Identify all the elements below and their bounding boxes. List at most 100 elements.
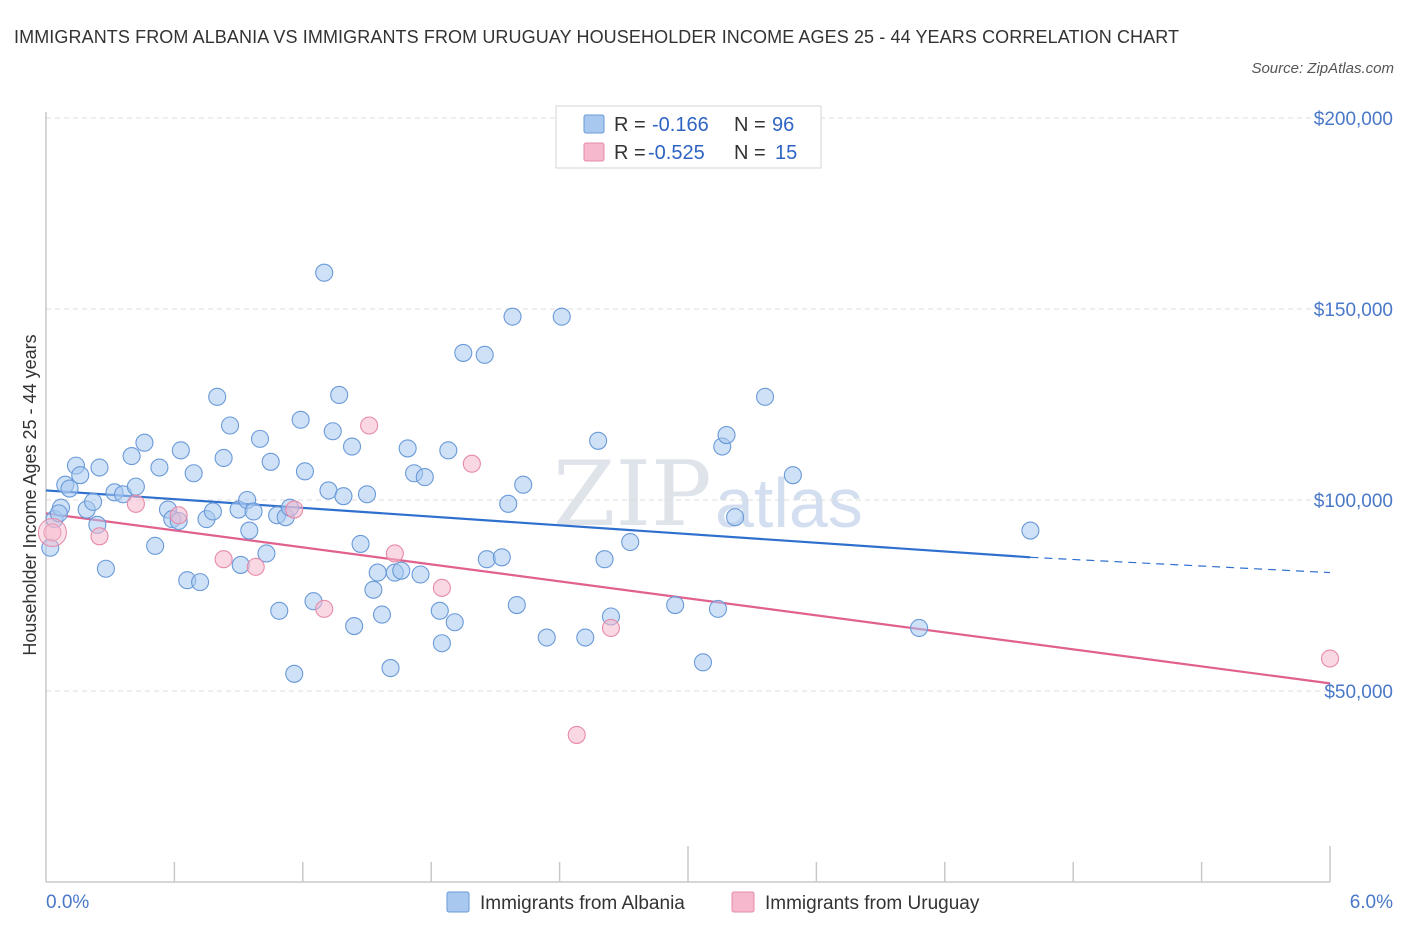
data-point-albania	[503, 307, 522, 326]
data-point-albania	[507, 595, 526, 615]
data-point-uruguay	[385, 544, 404, 563]
data-point-uruguay	[601, 618, 621, 638]
data-point-albania	[90, 458, 109, 477]
data-point-albania	[368, 563, 387, 582]
data-point-albania	[257, 544, 276, 563]
data-point-albania	[576, 628, 595, 647]
data-point-albania	[122, 447, 141, 466]
data-point-uruguay	[126, 494, 145, 513]
legend-n-value-albania: 96	[772, 114, 794, 136]
legend-swatch-albania	[583, 114, 605, 134]
data-point-albania	[492, 548, 511, 567]
data-point-uruguay	[567, 725, 586, 744]
legend-r-value-albania: -0.166	[652, 114, 709, 136]
data-point-uruguay	[462, 454, 481, 473]
data-point-albania	[415, 468, 434, 487]
data-point-albania	[334, 487, 353, 506]
legend-swatch-uruguay	[583, 142, 605, 162]
data-point-albania	[244, 502, 263, 521]
data-point-albania	[285, 664, 304, 683]
data-point-albania	[910, 618, 929, 638]
data-point-albania	[351, 534, 370, 553]
data-point-albania	[381, 659, 400, 678]
legend-r-value-uruguay: -0.525	[648, 142, 705, 164]
data-point-albania	[261, 452, 280, 471]
series-legend: Immigrants from Albania Immigrants from …	[446, 891, 980, 914]
data-point-uruguay	[315, 599, 334, 618]
data-point-albania	[60, 479, 79, 498]
data-point-albania	[208, 387, 227, 406]
data-point-albania	[589, 431, 608, 450]
data-point-uruguay	[246, 557, 265, 576]
data-point-albania	[666, 595, 685, 615]
data-point-albania	[693, 653, 713, 672]
legend-r-label-albania: R =	[614, 114, 646, 136]
data-point-albania	[726, 508, 745, 527]
data-point-albania	[454, 343, 473, 362]
data-point-albania	[755, 387, 775, 406]
data-point-uruguay	[360, 416, 379, 435]
data-point-albania	[135, 433, 154, 452]
data-point-albania	[146, 536, 165, 555]
data-point-uruguay	[214, 550, 233, 569]
data-point-uruguay	[90, 527, 109, 546]
data-point-albania	[150, 458, 169, 477]
series-legend-swatch-uruguay	[731, 891, 755, 913]
y-tick-label: $200,000	[1314, 109, 1393, 130]
data-point-uruguay	[285, 500, 304, 519]
series-legend-label-albania: Immigrants from Albania	[480, 893, 685, 914]
data-point-uruguay	[43, 523, 62, 542]
data-point-albania	[71, 466, 90, 485]
data-point-albania	[330, 385, 349, 405]
data-point-albania	[295, 462, 314, 481]
data-point-albania	[411, 565, 430, 584]
axes	[45, 112, 1331, 883]
legend-n-label-uruguay: N =	[734, 142, 766, 164]
data-point-albania	[477, 550, 496, 569]
trend-extension-albania	[1030, 556, 1331, 574]
data-point-albania	[717, 426, 736, 445]
data-point-albania	[345, 617, 364, 636]
trend-line-albania	[45, 489, 1031, 559]
data-point-albania	[552, 307, 571, 326]
data-point-albania	[499, 494, 518, 513]
data-point-albania	[270, 601, 289, 620]
series-legend-label-uruguay: Immigrants from Uruguay	[765, 893, 980, 914]
data-point-albania	[783, 466, 802, 485]
legend-n-label-albania: N =	[734, 114, 766, 136]
data-point-albania	[49, 504, 68, 523]
data-point-albania	[445, 613, 464, 632]
source-credit: Source: ZipAtlas.com	[1251, 60, 1394, 77]
data-point-albania	[96, 559, 115, 578]
y-tick-label: $150,000	[1314, 300, 1393, 321]
data-point-uruguay-cluster	[37, 517, 67, 547]
data-point-albania	[214, 448, 233, 468]
y-axis-label: Householder Income Ages 25 - 44 years	[20, 334, 40, 655]
y-tick-label: $100,000	[1314, 491, 1393, 512]
chart-title: IMMIGRANTS FROM ALBANIA VS IMMIGRANTS FR…	[14, 27, 1180, 47]
data-point-albania	[398, 439, 417, 458]
y-tick-labels: $200,000 $150,000 $100,000 $50,000	[1314, 109, 1393, 703]
data-point-albania	[342, 437, 362, 456]
data-point-albania	[250, 429, 270, 448]
data-point-albania	[84, 492, 103, 511]
watermark: ZIP atlas	[553, 442, 863, 547]
data-point-albania	[203, 502, 222, 521]
series-legend-swatch-albania	[446, 891, 470, 913]
data-point-uruguay	[432, 578, 451, 597]
y-tick-label: $50,000	[1324, 682, 1393, 703]
data-point-albania	[514, 475, 533, 494]
data-point-albania	[220, 416, 240, 435]
data-point-albania	[1021, 521, 1040, 540]
data-point-albania	[475, 345, 494, 364]
data-point-albania	[621, 532, 640, 552]
data-point-albania	[191, 573, 210, 592]
data-point-albania	[537, 628, 556, 647]
data-point-albania	[231, 555, 250, 574]
trend-lines	[45, 489, 1331, 685]
data-point-albania	[323, 422, 342, 441]
data-point-albania	[184, 464, 203, 483]
data-point-albania	[392, 561, 411, 580]
grid-lines	[46, 117, 1330, 692]
